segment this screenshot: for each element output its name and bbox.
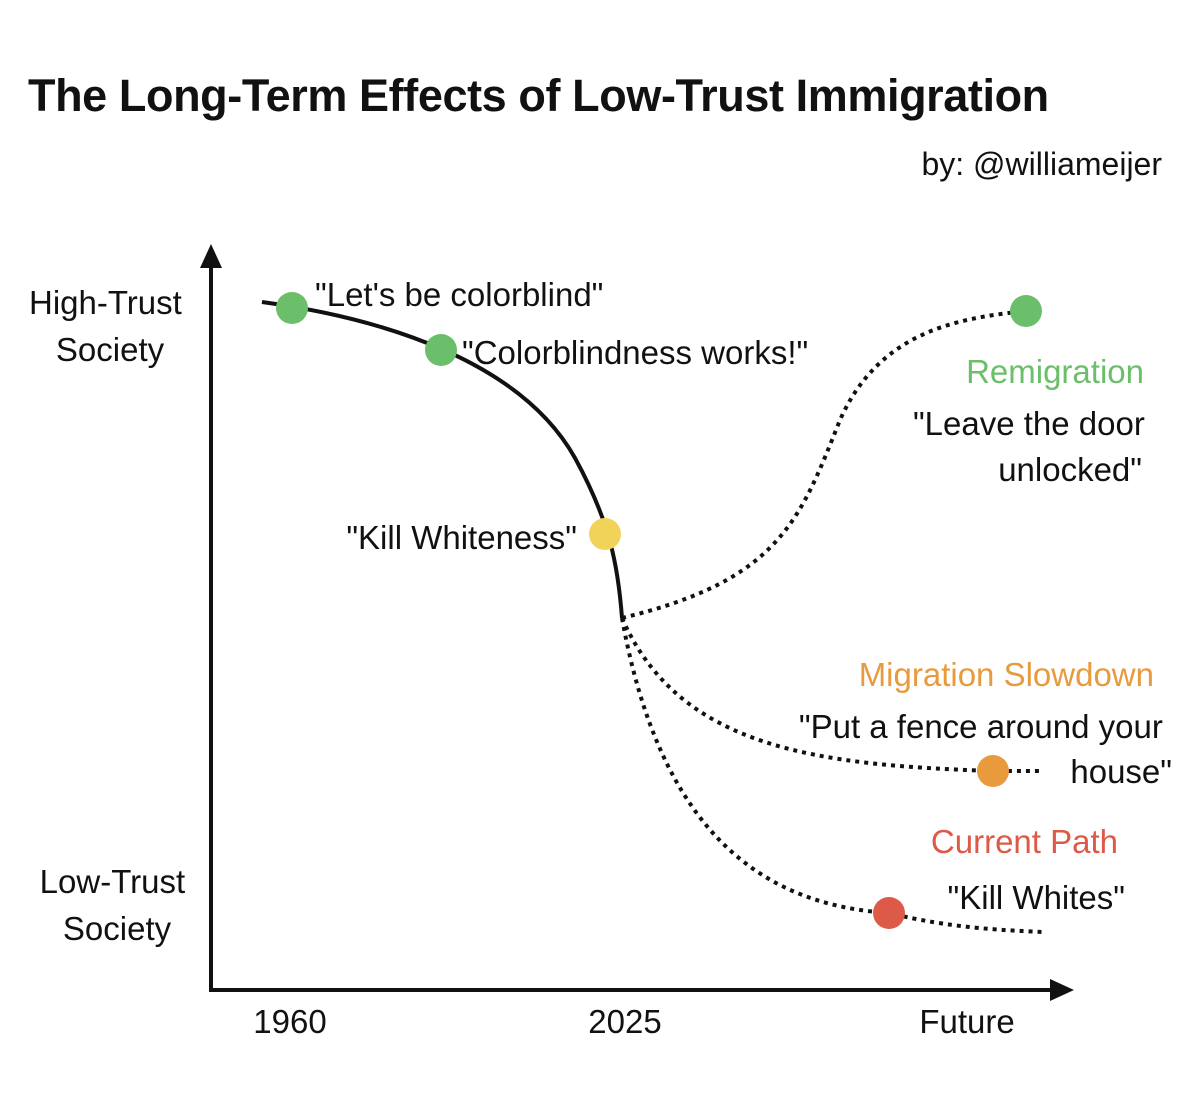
- slowdown-dot: [977, 755, 1009, 787]
- current-path-quote: "Kill Whites": [948, 879, 1125, 916]
- milestone-dot-colorblindness-works: [425, 334, 457, 366]
- history-curve: [261, 300, 624, 619]
- y-axis-top-label-line1: High-Trust: [29, 284, 182, 321]
- x-tick-1960: 1960: [253, 1003, 326, 1040]
- y-axis-bottom-label-line2: Society: [63, 910, 172, 947]
- x-axis-arrow-icon: [1050, 979, 1074, 1001]
- milestone-quote-kill-whiteness: "Kill Whiteness": [346, 519, 577, 556]
- milestone-dot-kill-whiteness: [589, 518, 621, 550]
- diagram-title: The Long-Term Effects of Low-Trust Immig…: [28, 70, 1049, 121]
- slowdown-quote: "Put a fence around your house": [799, 708, 1172, 790]
- current-path-dot: [873, 897, 905, 929]
- remigration-dot: [1010, 295, 1042, 327]
- remigration-quote-line2: unlocked": [998, 451, 1142, 488]
- x-tick-future: Future: [919, 1003, 1014, 1040]
- slowdown-quote-line2: house": [1070, 753, 1172, 790]
- remigration-quote-line1: "Leave the door: [913, 405, 1145, 442]
- milestone-quote-colorblindness-works: "Colorblindness works!": [462, 334, 808, 371]
- slowdown-title: Migration Slowdown: [859, 656, 1154, 693]
- y-axis-top-label-line2: Society: [56, 331, 165, 368]
- current-path: [620, 617, 1043, 934]
- byline: by: @williameijer: [921, 146, 1162, 182]
- y-axis-arrow-icon: [200, 244, 222, 268]
- remigration-title: Remigration: [966, 353, 1144, 390]
- current-path-title: Current Path: [931, 823, 1118, 860]
- remigration-quote: "Leave the door unlocked": [913, 405, 1154, 488]
- y-axis-bottom-label: Low-Trust Society: [40, 863, 195, 947]
- y-axis-bottom-label-line1: Low-Trust: [40, 863, 185, 900]
- slowdown-path: [620, 617, 1040, 773]
- milestone-dot-colorblind: [276, 292, 308, 324]
- y-axis-top-label: High-Trust Society: [29, 284, 191, 368]
- x-tick-2025: 2025: [588, 1003, 661, 1040]
- remigration-path: [621, 309, 1027, 620]
- milestone-quote-colorblind: "Let's be colorblind": [315, 276, 603, 313]
- slowdown-quote-line1: "Put a fence around your: [799, 708, 1163, 745]
